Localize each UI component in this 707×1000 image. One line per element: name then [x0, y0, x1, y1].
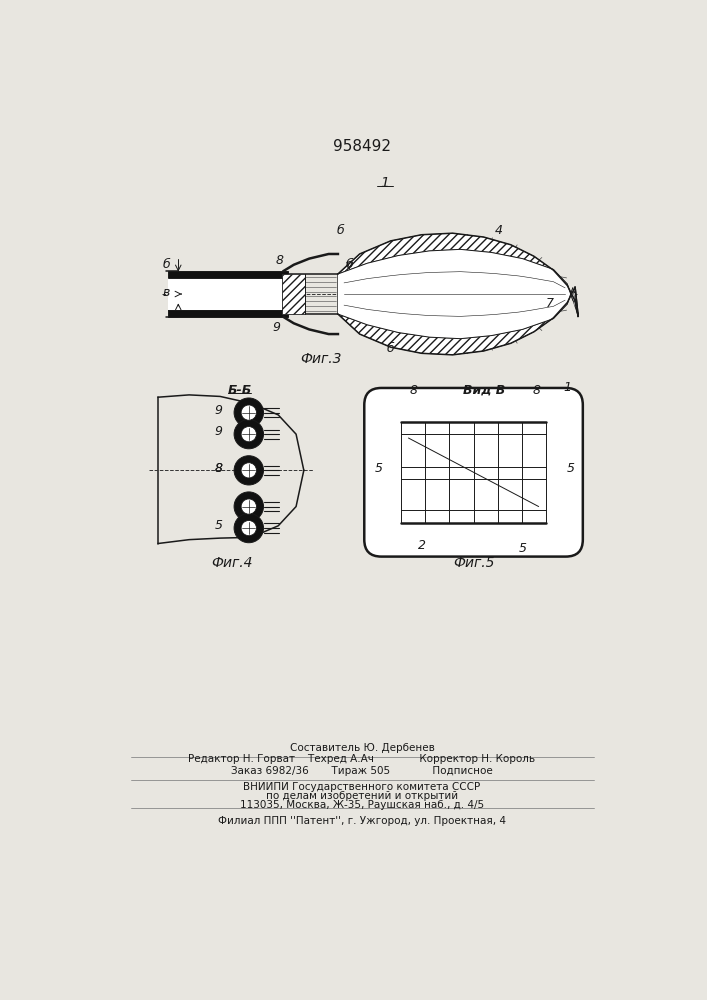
Text: по делам изобретений и открытий: по делам изобретений и открытий: [266, 791, 458, 801]
Text: 4: 4: [495, 224, 503, 237]
Text: Заказ 6982/36       Тираж 505             Подписное: Заказ 6982/36 Тираж 505 Подписное: [231, 766, 493, 776]
Text: 9: 9: [273, 321, 281, 334]
Text: Б-Б: Б-Б: [228, 384, 252, 397]
Text: 9: 9: [215, 425, 223, 438]
Text: 5: 5: [566, 462, 574, 475]
Text: 8: 8: [215, 462, 223, 475]
Circle shape: [241, 520, 257, 536]
Circle shape: [241, 405, 257, 420]
Text: б: б: [387, 342, 395, 355]
Text: б: б: [346, 258, 354, 271]
Text: б: б: [337, 224, 344, 237]
Circle shape: [234, 456, 264, 485]
Polygon shape: [338, 287, 578, 355]
Circle shape: [234, 420, 264, 449]
Text: 1: 1: [563, 381, 571, 394]
Text: Фиг.3: Фиг.3: [300, 352, 341, 366]
Circle shape: [241, 427, 257, 442]
Text: 8: 8: [215, 462, 223, 475]
Text: 2: 2: [418, 539, 426, 552]
Text: Фиг.4: Фиг.4: [211, 556, 252, 570]
Text: Редактор Н. Горват    Техред А.Ач              Корректор Н. Король: Редактор Н. Горват Техред А.Ач Корректор…: [188, 754, 535, 764]
Text: б: б: [163, 258, 170, 271]
Text: 5: 5: [215, 519, 223, 532]
Polygon shape: [338, 249, 573, 339]
Text: Составитель Ю. Дербенев: Составитель Ю. Дербенев: [289, 743, 434, 753]
Text: Фиг.5: Фиг.5: [452, 556, 494, 570]
Text: Вид В: Вид В: [462, 384, 505, 397]
Polygon shape: [338, 233, 578, 316]
Text: 5: 5: [375, 462, 383, 475]
Polygon shape: [168, 278, 282, 310]
Text: 9: 9: [215, 404, 223, 417]
Polygon shape: [168, 271, 288, 317]
Text: в: в: [163, 286, 170, 299]
Polygon shape: [282, 274, 305, 314]
Text: 113035, Москва, Ж-35, Раушская наб., д. 4/5: 113035, Москва, Ж-35, Раушская наб., д. …: [240, 800, 484, 810]
Text: 8: 8: [532, 384, 540, 397]
Text: Филиал ППП ''Патент'', г. Ужгород, ул. Проектная, 4: Филиал ППП ''Патент'', г. Ужгород, ул. П…: [218, 816, 506, 826]
Circle shape: [234, 513, 264, 543]
Circle shape: [241, 499, 257, 514]
Text: 958492: 958492: [333, 139, 391, 154]
Text: 5: 5: [518, 542, 527, 555]
Circle shape: [241, 463, 257, 478]
Text: 8: 8: [410, 384, 418, 397]
Text: 1: 1: [381, 176, 390, 190]
Text: ВНИИПИ Государственного комитета СССР: ВНИИПИ Государственного комитета СССР: [243, 782, 481, 792]
Text: 7: 7: [546, 297, 554, 310]
Text: 8: 8: [276, 254, 284, 267]
FancyBboxPatch shape: [364, 388, 583, 557]
Circle shape: [234, 398, 264, 427]
Circle shape: [234, 492, 264, 521]
